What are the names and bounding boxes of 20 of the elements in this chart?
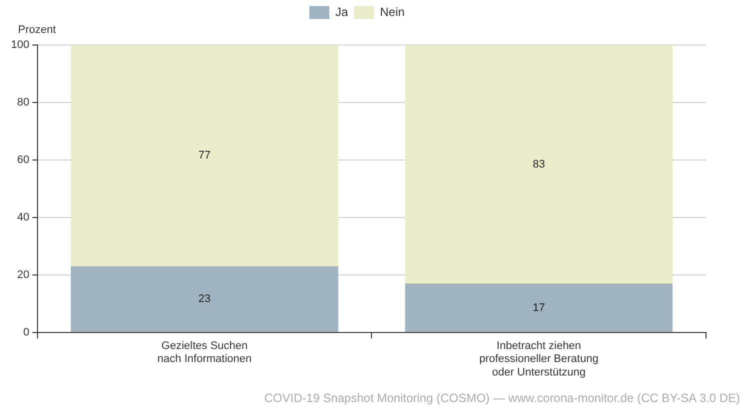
data-label: 77 bbox=[198, 150, 211, 162]
bar bbox=[70, 45, 338, 266]
legend-label: Nein bbox=[380, 4, 405, 19]
y-tick-label: 80 bbox=[17, 96, 30, 109]
data-label: 23 bbox=[198, 293, 211, 306]
data-label: 83 bbox=[532, 158, 545, 170]
text: COVID-19 Snapshot Monitoring (COSMO) — www.corona-monitor.de (CC BY-SA 3.0 DE) bbox=[264, 391, 740, 405]
data-label: 17 bbox=[532, 302, 545, 314]
x-tick-label: Gezieltes Suchen nach Informationen bbox=[157, 340, 252, 366]
x-tick-label: Inbetracht ziehen professioneller Beratung oder Unterstützung bbox=[479, 340, 598, 378]
y-tick-label: 60 bbox=[17, 154, 30, 166]
y-tick-label: 40 bbox=[17, 211, 30, 224]
bar bbox=[70, 266, 338, 332]
y-tick-label: 100 bbox=[10, 39, 30, 52]
y-tick-label: 0 bbox=[23, 326, 30, 338]
legend-label: Ja bbox=[335, 4, 348, 19]
y-axis-title: Prozent bbox=[18, 24, 56, 36]
bar bbox=[405, 45, 673, 284]
bar bbox=[405, 284, 673, 332]
y-tick-label: 20 bbox=[17, 268, 30, 281]
